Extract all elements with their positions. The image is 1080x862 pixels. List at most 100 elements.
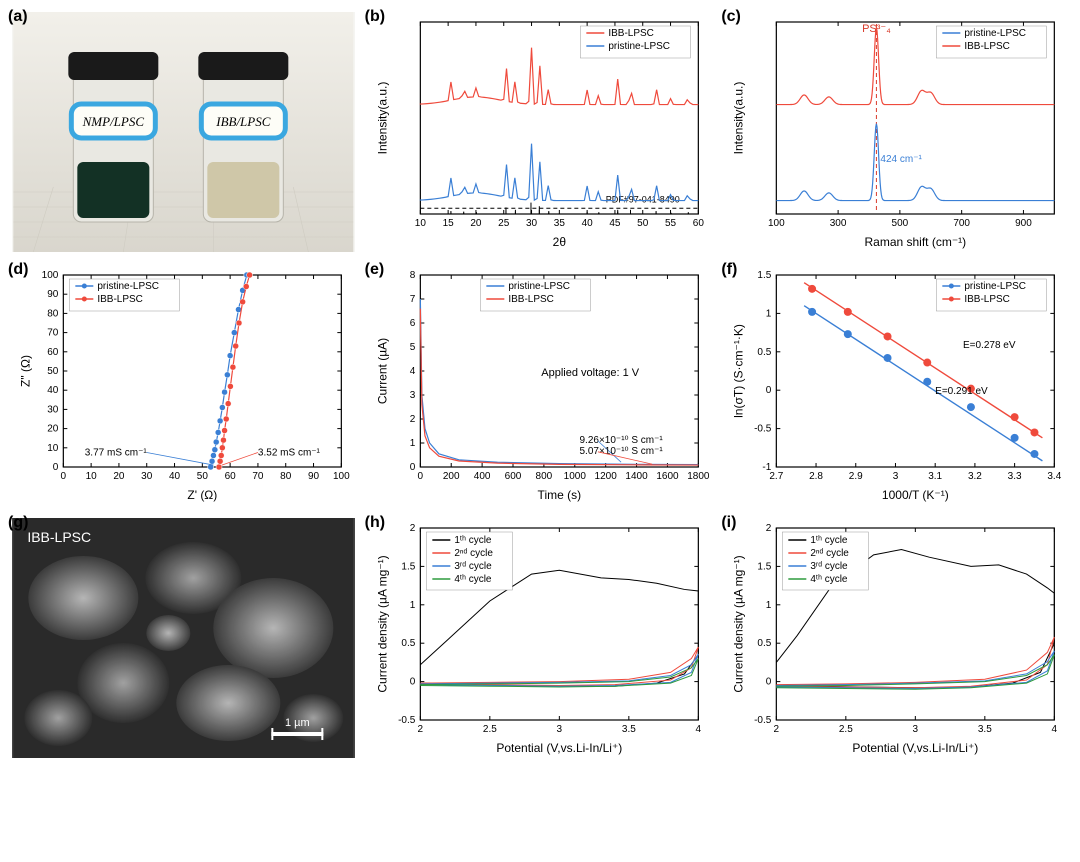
svg-text:55: 55	[665, 218, 677, 229]
svg-text:3: 3	[893, 471, 899, 482]
svg-text:0: 0	[409, 462, 415, 473]
svg-text:2.5: 2.5	[839, 724, 853, 735]
panel-c-label: (c)	[721, 8, 741, 26]
svg-text:60: 60	[692, 218, 704, 229]
svg-text:Intensity(a.u.): Intensity(a.u.)	[375, 82, 389, 155]
svg-text:600: 600	[504, 471, 521, 482]
svg-text:IBB-LPSC: IBB-LPSC	[608, 28, 654, 39]
svg-text:IBB-LPSC: IBB-LPSC	[965, 41, 1011, 52]
svg-text:1000/T (K⁻¹): 1000/T (K⁻¹)	[882, 488, 949, 502]
svg-text:3.4: 3.4	[1048, 471, 1062, 482]
svg-text:2: 2	[409, 523, 415, 534]
svg-text:4: 4	[409, 366, 415, 377]
svg-text:40: 40	[47, 385, 59, 396]
panel-h-label: (h)	[365, 514, 385, 532]
svg-text:50: 50	[637, 218, 649, 229]
svg-text:700: 700	[954, 218, 971, 229]
svg-text:60: 60	[47, 347, 59, 358]
svg-text:35: 35	[553, 218, 565, 229]
panel-g-label: (g)	[8, 514, 28, 532]
svg-text:-0.5: -0.5	[398, 715, 416, 726]
svg-text:-0.5: -0.5	[754, 424, 772, 435]
svg-text:IBB-LPSC: IBB-LPSC	[965, 294, 1011, 305]
svg-text:424 cm⁻¹: 424 cm⁻¹	[881, 154, 923, 165]
svg-text:Z" (Ω): Z" (Ω)	[18, 355, 32, 387]
svg-text:Current density (µA mg⁻¹): Current density (µA mg⁻¹)	[732, 555, 746, 692]
svg-text:3.1: 3.1	[929, 471, 943, 482]
chart-d: 0102030405060708090100010203040506070809…	[12, 265, 355, 505]
svg-text:80: 80	[280, 471, 292, 482]
svg-text:Potential (V,vs.Li-In/Li⁺): Potential (V,vs.Li-In/Li⁺)	[853, 741, 979, 755]
svg-text:45: 45	[609, 218, 621, 229]
svg-text:1: 1	[766, 600, 772, 611]
svg-text:4: 4	[1052, 724, 1058, 735]
svg-text:90: 90	[47, 289, 59, 300]
sem-image: IBB-LPSC 1 µm	[12, 518, 355, 758]
panel-g: (g) IBB-LPSC	[12, 518, 355, 761]
svg-text:30: 30	[47, 404, 59, 415]
svg-text:2.8: 2.8	[809, 471, 823, 482]
svg-text:9.26×10⁻¹⁰ S cm⁻¹: 9.26×10⁻¹⁰ S cm⁻¹	[579, 435, 663, 446]
svg-text:15: 15	[442, 218, 454, 229]
svg-text:2.5: 2.5	[483, 724, 497, 735]
svg-text:IBB-LPSC: IBB-LPSC	[508, 294, 554, 305]
svg-text:70: 70	[47, 328, 59, 339]
svg-text:10: 10	[47, 443, 59, 454]
svg-text:200: 200	[443, 471, 460, 482]
panel-c: (c) 100300500700900Raman shift (cm⁻¹)Int…	[725, 12, 1068, 255]
svg-text:1ᵗʰ cycle: 1ᵗʰ cycle	[454, 535, 492, 546]
panel-e-label: (e)	[365, 261, 385, 279]
svg-text:80: 80	[47, 308, 59, 319]
svg-text:5: 5	[409, 342, 415, 353]
svg-text:E=0.291 eV: E=0.291 eV	[936, 386, 989, 397]
svg-text:pristine-LPSC: pristine-LPSC	[508, 281, 570, 292]
svg-text:ln(σT) (S·cm⁻¹·K): ln(σT) (S·cm⁻¹·K)	[732, 324, 746, 418]
svg-text:Potential (V,vs.Li-In/Li⁺): Potential (V,vs.Li-In/Li⁺)	[496, 741, 622, 755]
svg-text:6: 6	[409, 318, 415, 329]
svg-text:Current (µA): Current (µA)	[375, 338, 389, 404]
svg-text:3.3: 3.3	[1008, 471, 1022, 482]
chart-i: 22.533.54-0.500.511.52Potential (V,vs.Li…	[725, 518, 1068, 758]
svg-text:0: 0	[61, 471, 67, 482]
svg-text:100: 100	[333, 471, 350, 482]
svg-text:Applied voltage: 1 V: Applied voltage: 1 V	[541, 367, 640, 379]
svg-text:0: 0	[766, 385, 772, 396]
svg-text:20: 20	[113, 471, 125, 482]
svg-text:1400: 1400	[625, 471, 648, 482]
svg-text:3.77 mS cm⁻¹: 3.77 mS cm⁻¹	[85, 447, 148, 458]
svg-text:2.7: 2.7	[770, 471, 784, 482]
svg-text:-1: -1	[763, 462, 772, 473]
panel-a-label: (a)	[8, 8, 28, 26]
svg-text:1200: 1200	[594, 471, 617, 482]
sem-overlay: IBB-LPSC	[27, 529, 91, 545]
svg-text:3.5: 3.5	[622, 724, 636, 735]
svg-text:1800: 1800	[687, 471, 710, 482]
panel-i-label: (i)	[721, 514, 736, 532]
svg-text:90: 90	[308, 471, 320, 482]
chart-c: 100300500700900Raman shift (cm⁻¹)Intensi…	[725, 12, 1068, 252]
vial-left: NMP/LPSC	[68, 52, 158, 222]
svg-text:2: 2	[766, 523, 772, 534]
svg-text:300: 300	[830, 218, 847, 229]
svg-text:10: 10	[86, 471, 98, 482]
panel-i: (i) 22.533.54-0.500.511.52Potential (V,v…	[725, 518, 1068, 761]
svg-text:60: 60	[225, 471, 237, 482]
svg-text:2ⁿᵈ cycle: 2ⁿᵈ cycle	[454, 548, 493, 559]
svg-text:3.2: 3.2	[968, 471, 982, 482]
svg-text:1600: 1600	[656, 471, 679, 482]
svg-text:30: 30	[141, 471, 153, 482]
svg-text:1.5: 1.5	[401, 561, 415, 572]
vial-left-label: NMP/LPSC	[82, 114, 145, 129]
vial-right: IBB/LPSC	[198, 52, 288, 222]
svg-text:7: 7	[409, 294, 415, 305]
svg-text:1000: 1000	[563, 471, 586, 482]
svg-text:25: 25	[498, 218, 510, 229]
panel-b-label: (b)	[365, 8, 385, 26]
svg-text:1: 1	[409, 600, 415, 611]
svg-text:3.5: 3.5	[978, 724, 992, 735]
svg-text:8: 8	[409, 270, 415, 281]
svg-text:100: 100	[42, 270, 59, 281]
scale-bar-text: 1 µm	[285, 717, 310, 729]
panel-a: (a)	[12, 12, 355, 255]
svg-text:40: 40	[169, 471, 181, 482]
